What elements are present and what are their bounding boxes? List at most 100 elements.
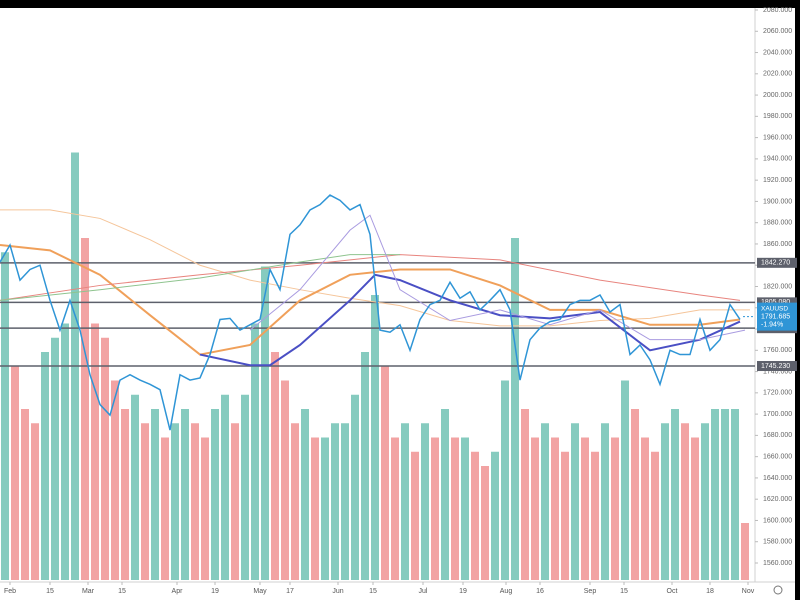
volume-bar — [81, 238, 89, 580]
x-tick-label: 16 — [536, 588, 544, 595]
volume-bar — [201, 437, 209, 580]
volume-bar — [171, 423, 179, 580]
y-tick-label: 2020.000 — [763, 71, 792, 78]
y-tick-label: 2040.000 — [763, 49, 792, 56]
volume-bar — [91, 323, 99, 580]
volume-bar — [691, 437, 699, 580]
y-tick-label: 1880.000 — [763, 220, 792, 227]
volume-bar — [731, 409, 739, 580]
volume-bar — [291, 423, 299, 580]
price-tag-symbol: XAUUSD — [761, 305, 788, 312]
x-tick-label: 15 — [118, 588, 126, 595]
x-tick-label: Jul — [419, 588, 428, 595]
y-tick-label: 1660.000 — [763, 453, 792, 460]
volume-bar — [611, 437, 619, 580]
volume-bar — [151, 409, 159, 580]
y-tick-label: 1920.000 — [763, 177, 792, 184]
y-tick-label: 2000.000 — [763, 92, 792, 99]
volume-bar — [701, 423, 709, 580]
x-tick-label: Jun — [332, 588, 343, 595]
volume-bar — [331, 423, 339, 580]
moving-average — [249, 214, 746, 341]
volume-bar — [621, 380, 629, 580]
x-tick-label: Aug — [500, 588, 513, 595]
volume-bar — [131, 394, 139, 580]
x-tick-label: 17 — [286, 588, 294, 595]
volume-bar — [21, 409, 29, 580]
level-label-box — [757, 297, 797, 308]
y-tick-label: 1580.000 — [763, 539, 792, 546]
volume-bar — [61, 323, 69, 580]
volume-bar — [31, 423, 39, 580]
volume-bar — [111, 380, 119, 580]
x-tick-label: 19 — [211, 588, 219, 595]
volume-bar — [211, 409, 219, 580]
volume-bar — [51, 337, 59, 580]
level-label: 1842.270 — [761, 260, 790, 267]
y-tick-label: 1980.000 — [763, 113, 792, 120]
volume-bar — [251, 323, 259, 580]
y-tick-label: 1720.000 — [763, 390, 792, 397]
level-label: 1745.230 — [761, 363, 790, 370]
volume-bar — [321, 437, 329, 580]
x-tick-label: 18 — [706, 588, 714, 595]
y-tick-label: 1960.000 — [763, 134, 792, 141]
volume-bar — [41, 352, 49, 580]
volume-bar — [681, 423, 689, 580]
volume-bar — [511, 238, 519, 580]
x-tick-label: 19 — [459, 588, 467, 595]
price-line — [0, 194, 741, 431]
volume-bar — [551, 437, 559, 580]
volume-bar — [671, 409, 679, 580]
volume-bar — [241, 394, 249, 580]
y-tick-label: 1700.000 — [763, 411, 792, 418]
volume-bar — [521, 409, 529, 580]
y-tick-label: 1820.000 — [763, 283, 792, 290]
volume-bar — [361, 352, 369, 580]
volume-bar — [591, 451, 599, 580]
x-tick-label: Oct — [667, 588, 678, 595]
moving-average — [0, 254, 400, 301]
y-tick-label: 2060.000 — [763, 28, 792, 35]
volume-bar — [661, 423, 669, 580]
x-tick-label: Apr — [172, 588, 184, 595]
volume-bar — [1, 252, 9, 580]
y-tick-label: 1900.000 — [763, 198, 792, 205]
volume-bar — [631, 409, 639, 580]
volume-bar — [101, 337, 109, 580]
y-tick-label: 2080.000 — [763, 7, 792, 14]
moving-average — [0, 209, 750, 327]
volume-bar — [371, 295, 379, 580]
x-tick-label: Nov — [742, 588, 755, 595]
volume-bar — [181, 409, 189, 580]
y-tick-label: 1680.000 — [763, 432, 792, 439]
volume-bar — [541, 423, 549, 580]
price-tag-change: -1.94% — [761, 321, 783, 328]
moving-average — [0, 244, 741, 356]
volume-bar — [641, 437, 649, 580]
x-tick-label: Sep — [584, 588, 597, 595]
volume-bar — [381, 366, 389, 580]
price-tag-value: 1791.685 — [761, 313, 790, 320]
volume-bar — [581, 437, 589, 580]
volume-bar — [261, 266, 269, 580]
volume-bar — [471, 451, 479, 580]
y-tick-label: 1940.000 — [763, 156, 792, 163]
moving-average — [199, 273, 741, 367]
volume-bar — [431, 437, 439, 580]
volume-bar — [461, 437, 469, 580]
volume-bar — [231, 423, 239, 580]
volume-bar — [221, 394, 229, 580]
y-tick-label: 1620.000 — [763, 496, 792, 503]
level-label-box — [757, 361, 797, 372]
settings-icon[interactable] — [773, 585, 783, 595]
y-tick-label: 1640.000 — [763, 475, 792, 482]
x-tick-label: 15 — [46, 588, 54, 595]
volume-bar — [351, 394, 359, 580]
volume-bar — [401, 423, 409, 580]
volume-bar — [161, 437, 169, 580]
level-label-box — [757, 257, 797, 268]
y-tick-label: 1600.000 — [763, 517, 792, 524]
volume-bar — [301, 409, 309, 580]
